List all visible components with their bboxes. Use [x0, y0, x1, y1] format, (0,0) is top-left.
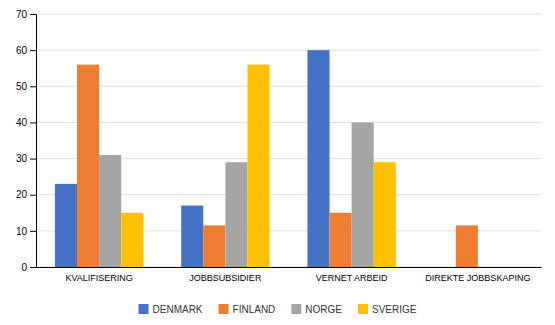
x-tick: VERNET ARBEID	[316, 267, 388, 283]
legend-item: NORGE	[291, 304, 342, 315]
legend: DENMARK FINLAND NORGE SVERIGE	[139, 304, 417, 315]
bar	[121, 213, 143, 267]
legend-swatch	[358, 304, 368, 314]
bar	[99, 155, 121, 267]
chart-container: 0 10 20 30 40 50 60 70 KVALIFISERING JOBBSUBSIDIE…	[0, 0, 555, 325]
y-tick: 10	[16, 226, 36, 237]
bar-series	[99, 122, 374, 267]
bar	[225, 162, 247, 267]
legend-item: SVERIGE	[358, 304, 417, 315]
y-tick: 20	[16, 189, 36, 200]
legend-label: NORGE	[305, 304, 342, 315]
legend-item: DENMARK	[139, 304, 203, 315]
y-tick: 50	[16, 81, 36, 92]
y-tick-label: 0	[21, 262, 27, 273]
legend-swatch	[291, 304, 301, 314]
x-tick-label: VERNET ARBEID	[316, 273, 388, 283]
x-tick-label: KVALIFISERING	[65, 273, 132, 283]
y-tick-mark	[30, 195, 36, 196]
y-tick-mark	[30, 231, 36, 232]
grid	[36, 14, 541, 267]
y-tick-mark	[30, 50, 36, 51]
y-tick-label: 40	[16, 117, 28, 128]
bar	[247, 65, 269, 267]
y-tick-mark	[30, 159, 36, 160]
bar	[456, 225, 478, 267]
y-tick: 70	[16, 9, 36, 20]
y-tick-label: 20	[16, 189, 28, 200]
y-tick-label: 70	[16, 9, 28, 20]
bars	[55, 50, 478, 267]
bar-series	[77, 65, 478, 267]
y-tick-mark	[30, 267, 36, 268]
x-axis-line	[37, 267, 542, 268]
bar-series	[121, 65, 396, 267]
grid-line	[36, 14, 541, 15]
bar	[181, 206, 203, 267]
legend-item: FINLAND	[219, 304, 276, 315]
y-tick-label: 50	[16, 81, 28, 92]
bar	[434, 267, 456, 268]
bar	[77, 65, 99, 267]
x-tick: DIREKTE JOBBSKAPING	[425, 267, 530, 283]
bar	[374, 162, 396, 267]
x-tick: KVALIFISERING	[65, 267, 132, 283]
bar	[330, 213, 352, 267]
y-tick-mark	[30, 122, 36, 123]
bar	[500, 267, 522, 268]
y-axis-line	[30, 15, 37, 268]
chart-svg: 0 10 20 30 40 50 60 70 KVALIFISERING JOBBSUBSIDIE…	[0, 0, 555, 325]
y-axis: 0 10 20 30 40 50 60 70	[16, 9, 37, 273]
y-tick-label: 60	[16, 45, 28, 56]
legend-swatch	[139, 304, 149, 314]
plot: 0 10 20 30 40 50 60 70 KVALIFISERING JOBBSUBSIDIE…	[16, 9, 542, 283]
x-tick-label: DIREKTE JOBBSKAPING	[425, 273, 530, 283]
y-tick-mark	[30, 86, 36, 87]
y-tick: 40	[16, 117, 36, 128]
legend-label: DENMARK	[153, 304, 203, 315]
grid-line	[36, 50, 541, 51]
bar	[478, 267, 500, 268]
bar	[55, 184, 77, 267]
legend-label: FINLAND	[233, 304, 276, 315]
y-tick: 60	[16, 45, 36, 56]
bar	[307, 50, 329, 267]
y-tick: 30	[16, 153, 36, 164]
y-tick: 0	[21, 262, 36, 273]
y-tick-mark	[30, 14, 36, 15]
x-tick: JOBBSUBSIDIER	[189, 267, 262, 283]
x-axis: KVALIFISERING JOBBSUBSIDIER VERNET ARBEID D…	[37, 267, 542, 283]
legend-swatch	[219, 304, 229, 314]
x-tick-label: JOBBSUBSIDIER	[189, 273, 262, 283]
y-tick-label: 10	[16, 226, 28, 237]
grid-line	[36, 86, 541, 87]
legend-label: SVERIGE	[372, 304, 417, 315]
y-tick-label: 30	[16, 153, 28, 164]
grid-line	[36, 122, 541, 123]
bar	[352, 122, 374, 267]
bar-series	[55, 50, 330, 267]
bar	[203, 225, 225, 267]
